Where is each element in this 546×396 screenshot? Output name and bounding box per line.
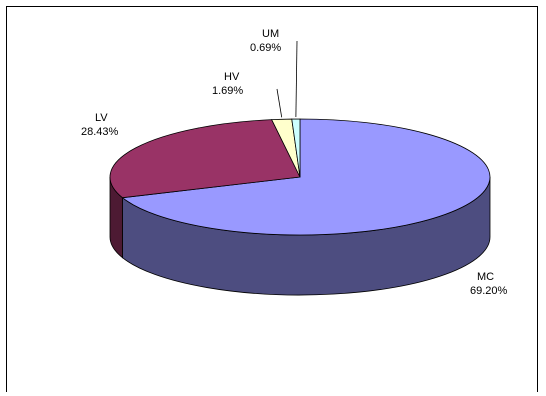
data-label-um-name: UM	[262, 28, 279, 40]
data-label-mc-value: 69.20%	[470, 285, 508, 297]
leader-line-hv	[277, 89, 282, 117]
data-label-hv-value: 1.69%	[212, 85, 243, 97]
leader-line-um	[296, 41, 297, 117]
data-label-lv-name: LV	[95, 112, 108, 124]
data-label-mc-name: MC	[477, 271, 494, 283]
pie-chart: MC 69.20% LV 28.43% HV 1.69% UM 0.69%	[7, 7, 539, 393]
pie-tops	[110, 119, 490, 235]
data-label-um-value: 0.69%	[250, 42, 281, 54]
data-label-lv-value: 28.43%	[81, 126, 119, 138]
data-label-hv-name: HV	[224, 71, 240, 83]
chart-frame: MC 69.20% LV 28.43% HV 1.69% UM 0.69%	[6, 6, 538, 392]
